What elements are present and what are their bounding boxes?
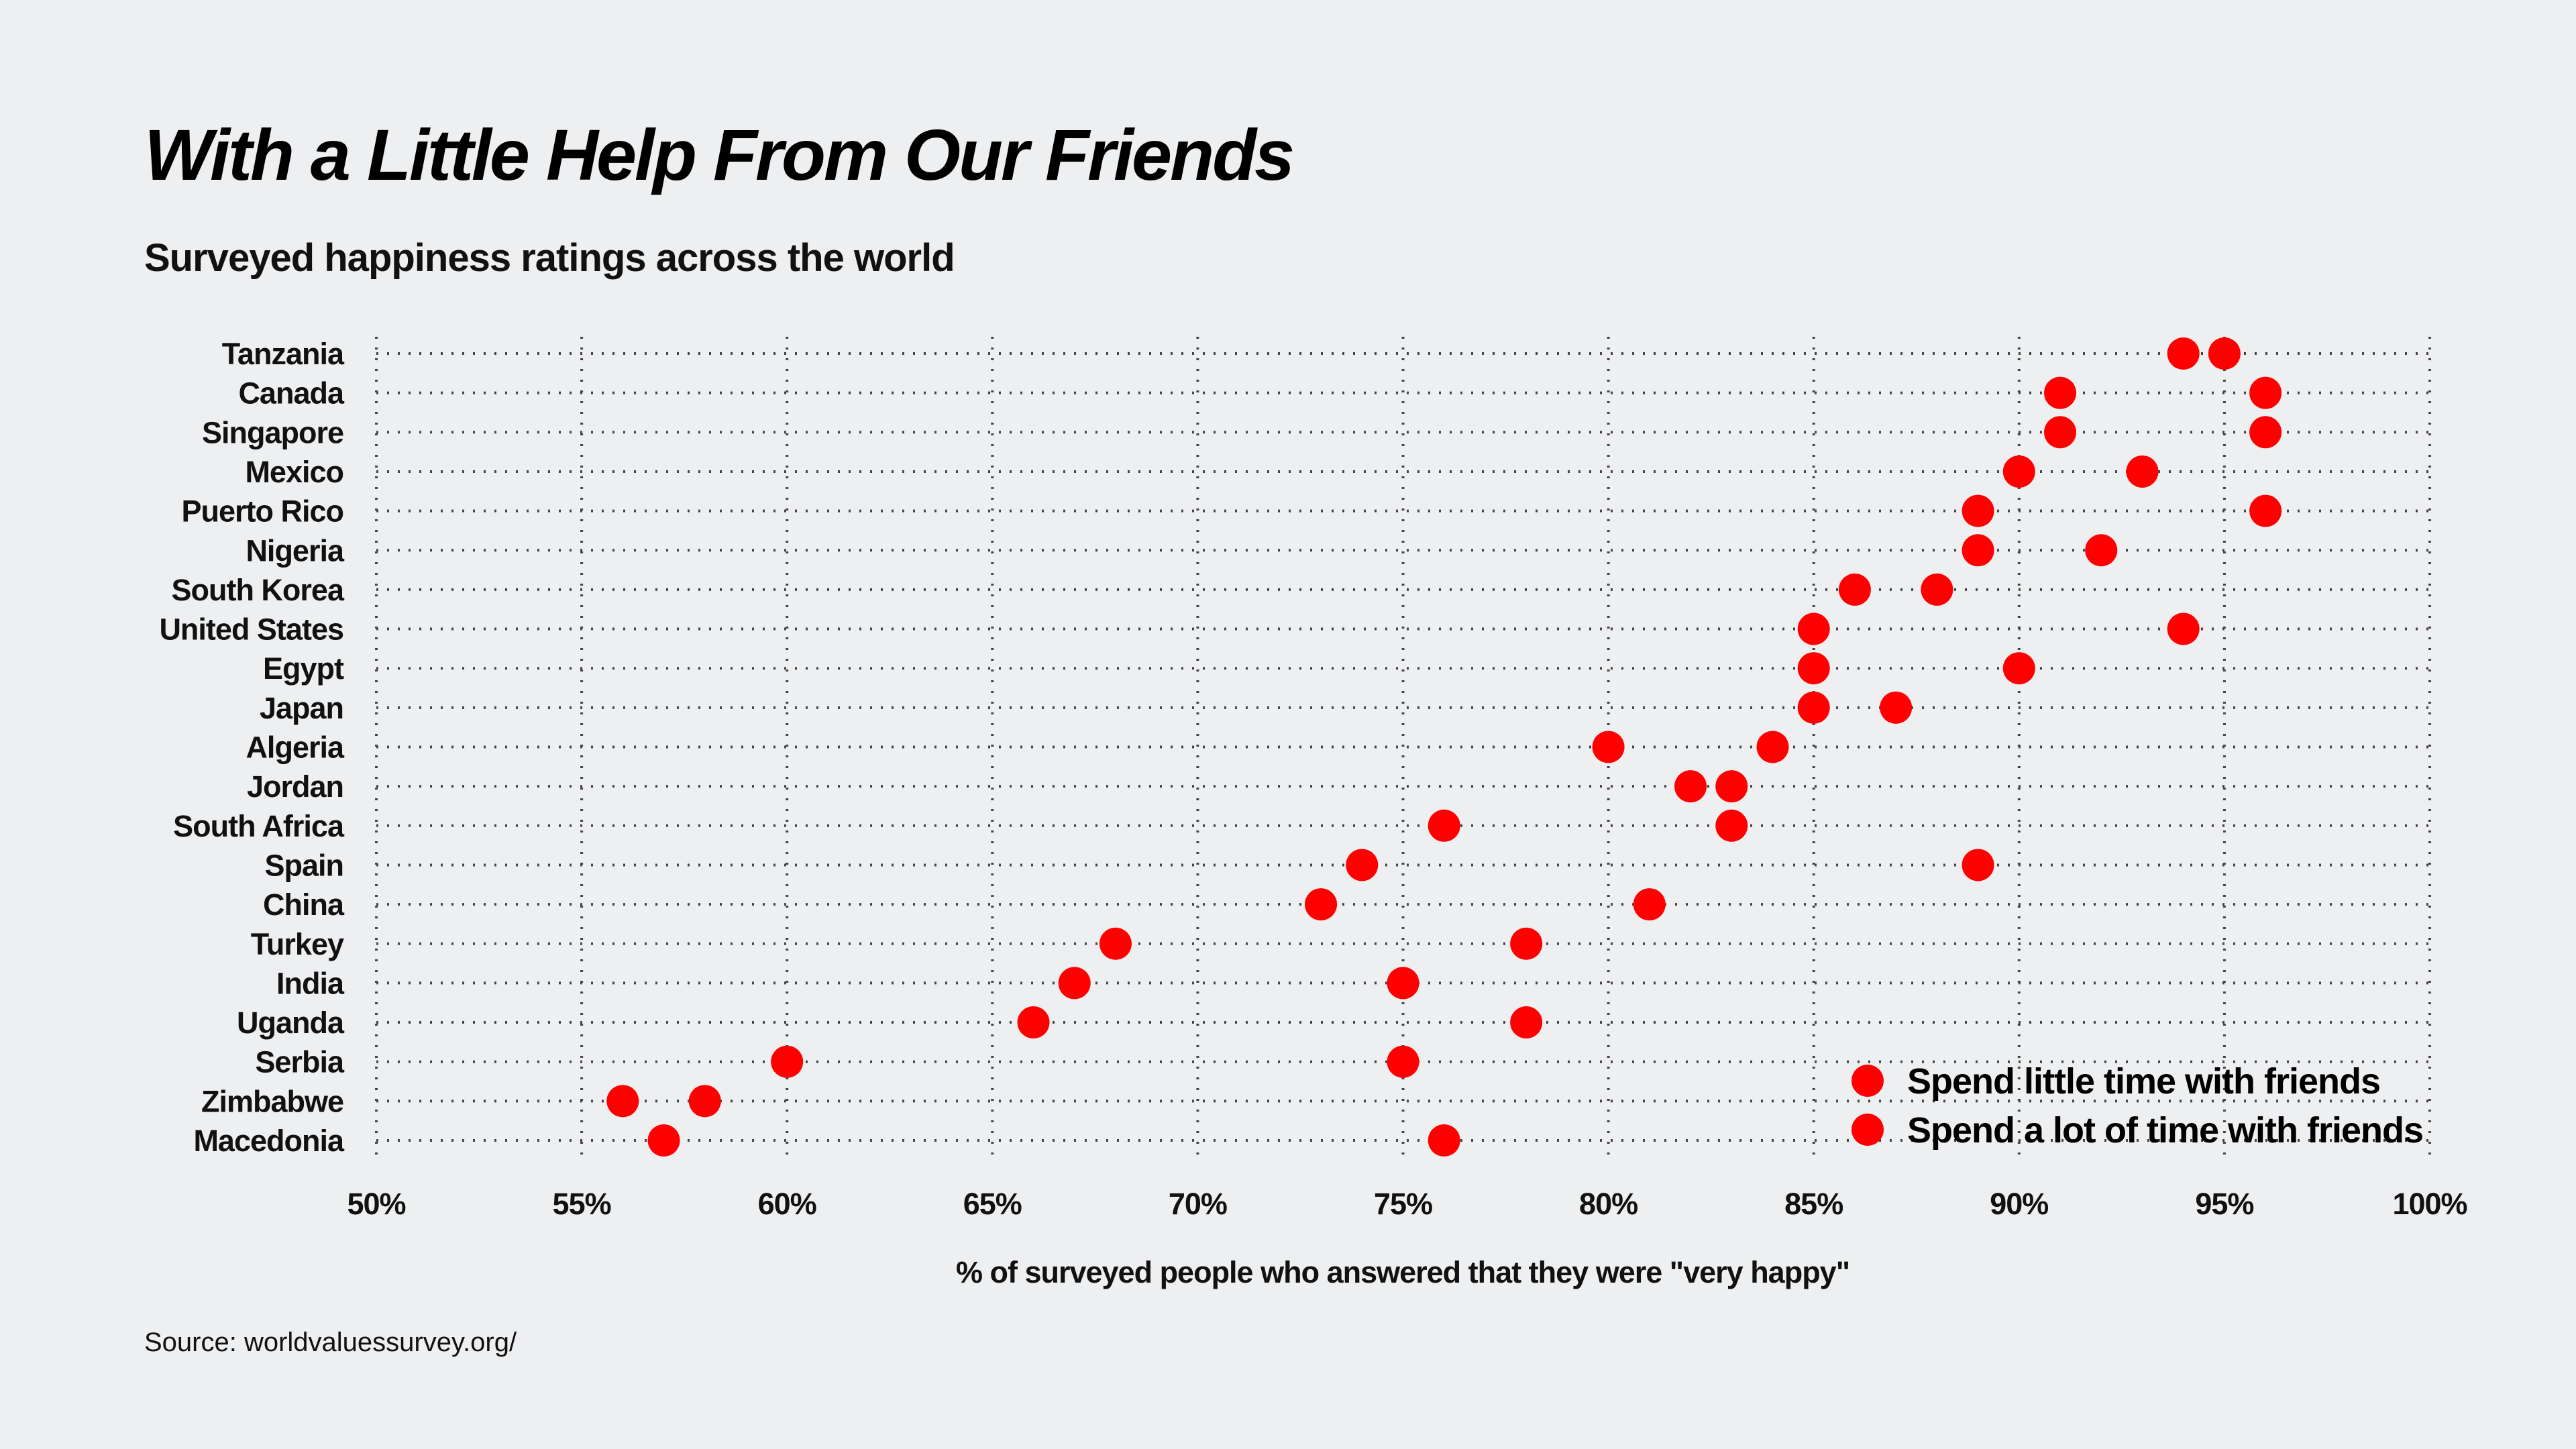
x-tick-label: 100% [2392,1187,2467,1221]
x-tick-labels: 50% 55% 60% 65% 70% 75% 80% 85% 90% 95% 100% [347,1187,2467,1221]
data-point-lot-of-time [2002,652,2035,685]
data-point-lot-of-time [1510,927,1543,960]
category-label: Uganda [237,1006,345,1040]
data-point-little-time [771,1045,804,1078]
data-point-lot-of-time [2126,455,2159,488]
data-point-little-time [1797,612,1830,645]
x-tick-label: 75% [1374,1187,1432,1221]
data-point-little-time [1099,927,1132,960]
data-point-little-time [1346,849,1379,881]
legend-marker-little [1851,1065,1884,1097]
category-label: China [263,888,345,922]
category-label: United States [159,612,343,647]
legend-label-little: Spend little time with friends [1907,1061,2380,1102]
legend-marker-lot [1851,1114,1884,1146]
data-point-lot-of-time [1756,731,1789,763]
legend: Spend little time with friends Spend a l… [1851,1061,2424,1150]
data-point-little-time [2044,376,2077,409]
x-axis-label: % of surveyed people who answered that t… [956,1255,1849,1289]
category-label: Tanzania [222,337,345,371]
category-label: Japan [260,691,343,725]
data-point-lot-of-time [1428,1124,1460,1157]
category-label: Puerto Rico [181,494,343,529]
category-label: Egypt [263,651,344,686]
chart-subtitle: Surveyed happiness ratings across the wo… [144,236,955,280]
category-label: Singapore [202,415,343,449]
data-point-lot-of-time [1387,1045,1419,1078]
data-point-lot-of-time [2249,416,2282,449]
chart-title: With a Little Help From Our Friends [144,114,1293,195]
data-point-little-time [1017,1006,1050,1039]
legend-label-lot: Spend a lot of time with friends [1907,1110,2423,1150]
x-tick-label: 65% [963,1187,1022,1221]
data-point-lot-of-time [688,1085,721,1118]
data-point-little-time [1962,494,1994,527]
x-tick-label: 95% [2195,1187,2253,1221]
data-points [606,337,2282,1157]
data-point-lot-of-time [1715,770,1748,803]
category-label: Jordan [247,769,343,804]
category-label: South Korea [171,573,344,607]
data-point-lot-of-time [2208,337,2241,370]
data-point-lot-of-time [1880,691,1913,724]
data-point-lot-of-time [2249,494,2282,527]
x-tick-label: 55% [553,1187,611,1221]
data-point-little-time [1592,731,1625,763]
category-label: Serbia [255,1045,345,1079]
data-point-little-time [1962,534,1994,567]
source-note: Source: worldvaluessurvey.org/ [144,1328,517,1357]
data-point-lot-of-time [1921,573,1953,606]
data-point-little-time [2002,455,2035,488]
grid [375,337,2431,1159]
category-label: Zimbabwe [201,1084,343,1118]
data-point-little-time [606,1085,639,1118]
data-point-lot-of-time [1962,849,1994,881]
category-label: Nigeria [246,533,345,568]
category-label: Macedonia [193,1124,345,1158]
data-point-little-time [1428,809,1460,842]
data-point-lot-of-time [1510,1006,1543,1039]
data-point-little-time [2044,416,2077,449]
data-point-lot-of-time [1633,888,1666,921]
category-label: Spain [264,848,343,882]
category-label: South Africa [173,809,345,843]
category-label: Canada [238,376,345,411]
data-point-lot-of-time [1387,967,1419,1000]
category-label: Turkey [251,927,344,961]
x-tick-label: 80% [1579,1187,1638,1221]
data-point-lot-of-time [2085,534,2118,567]
category-label: Algeria [246,731,345,765]
data-point-little-time [1305,888,1338,921]
x-tick-label: 90% [1990,1187,2048,1221]
category-label: India [276,966,345,1000]
x-tick-label: 70% [1169,1187,1227,1221]
data-point-little-time [1674,770,1707,803]
data-point-little-time [647,1124,680,1157]
data-point-little-time [2167,337,2200,370]
data-point-lot-of-time [1715,809,1748,842]
data-point-little-time [1058,967,1091,1000]
data-point-little-time [1797,691,1830,724]
category-labels: Tanzania Canada Singapore Mexico Puerto Rico… [159,337,345,1158]
x-tick-label: 50% [347,1187,405,1221]
x-tick-label: 60% [758,1187,816,1221]
data-point-little-time [1797,652,1830,685]
data-point-little-time [1838,573,1871,606]
data-point-lot-of-time [2167,612,2200,645]
data-point-lot-of-time [2249,376,2282,409]
category-label: Mexico [245,455,343,489]
x-tick-label: 85% [1784,1187,1843,1221]
